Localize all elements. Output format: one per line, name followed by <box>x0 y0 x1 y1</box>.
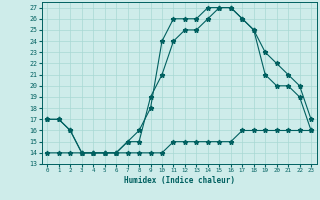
X-axis label: Humidex (Indice chaleur): Humidex (Indice chaleur) <box>124 176 235 185</box>
